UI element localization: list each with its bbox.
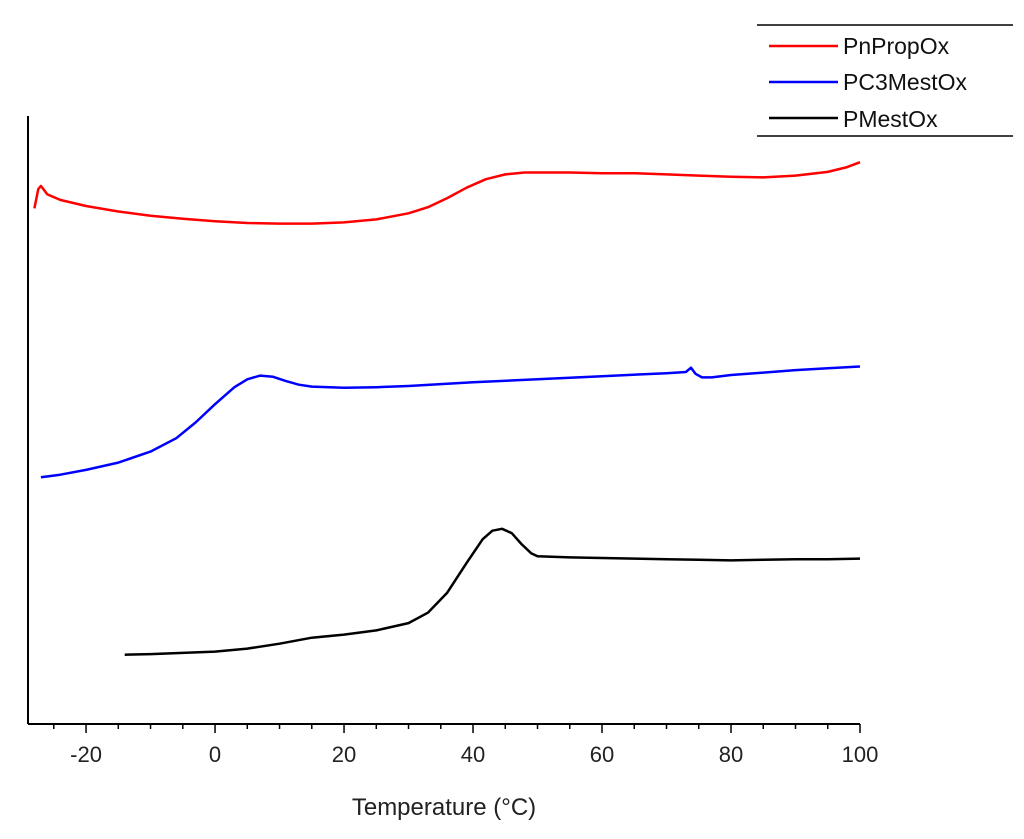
x-tick-label: 80: [719, 742, 743, 767]
legend-label-pc3mestox: PC3MestOx: [843, 69, 967, 95]
legend-label-pnpropox: PnPropOx: [843, 33, 950, 59]
legend-label-pmestox: PMestOx: [843, 106, 938, 132]
series-line-pnpropox: [33, 161, 861, 225]
legend: PnPropOx PC3MestOx PMestOx: [757, 24, 1013, 137]
x-tick-label: -20: [70, 742, 102, 767]
series-layer: [33, 161, 861, 656]
series-line-pmestox: [124, 527, 861, 656]
x-tick-label: 100: [842, 742, 879, 767]
x-axis-ticks: [53, 724, 861, 733]
x-tick-label: 40: [461, 742, 485, 767]
x-tick-label: 20: [332, 742, 356, 767]
x-tick-label: 60: [590, 742, 614, 767]
x-axis-tick-labels: -20 0 20 40 60 80 100: [70, 742, 878, 767]
x-tick-label: 0: [209, 742, 221, 767]
series-line-pc3mestox: [40, 365, 861, 479]
x-axis-title: Temperature (°C): [352, 794, 536, 821]
